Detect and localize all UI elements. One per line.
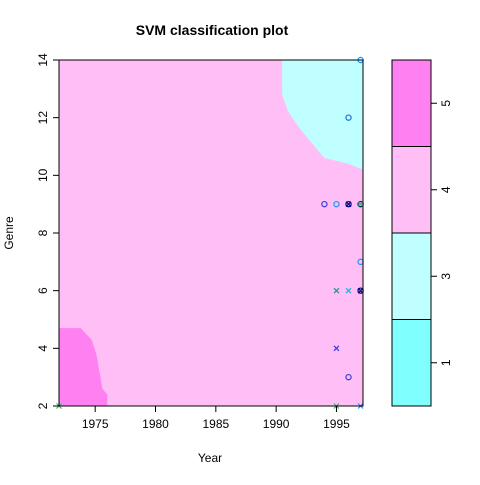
data-point-cross — [345, 201, 352, 208]
legend-label-5: 5 — [439, 100, 453, 107]
legend: 1 3 4 5 — [391, 59, 453, 407]
data-point-cross — [357, 201, 364, 208]
y-tick-label: 4 — [36, 345, 50, 352]
data-point-circle — [345, 373, 352, 381]
y-tick-label: 14 — [36, 53, 50, 67]
data-point-circle — [321, 200, 328, 208]
data-point-circle — [345, 114, 352, 121]
y-tick-label: 12 — [36, 111, 50, 125]
region-class-5 — [59, 328, 108, 406]
legend-swatch-3 — [391, 232, 432, 320]
data-point-circle — [345, 200, 352, 208]
legend-swatch-4 — [391, 146, 432, 234]
y-tick-label: 6 — [36, 287, 50, 294]
chart-title: SVM classification plot — [136, 22, 289, 38]
y-axis-label: Genre — [2, 216, 16, 250]
legend-label-1: 1 — [439, 359, 453, 366]
data-point-cross — [345, 287, 352, 294]
legend-swatch-5 — [391, 59, 432, 147]
y-tick-label: 10 — [36, 168, 50, 182]
legend-frame — [391, 59, 432, 407]
legend-label-3: 3 — [439, 273, 453, 280]
y-axis: 2 4 6 8 10 12 14 — [36, 53, 59, 409]
x-axis-label: Year — [198, 451, 222, 465]
x-tick-label: 1990 — [263, 417, 290, 431]
plot-area — [56, 56, 364, 409]
data-point-cross — [333, 345, 340, 352]
data-point-cross — [333, 287, 340, 294]
y-tick-label: 8 — [36, 229, 50, 236]
x-tick-label: 1980 — [142, 417, 169, 431]
x-tick-label: 1975 — [82, 417, 109, 431]
x-tick-label: 1985 — [202, 417, 229, 431]
data-point-circle — [333, 200, 340, 208]
legend-label-4: 4 — [439, 186, 453, 193]
legend-swatch-1 — [391, 319, 432, 407]
region-class-3 — [282, 60, 363, 170]
y-tick-label: 2 — [36, 402, 50, 409]
data-point-cross — [357, 287, 364, 294]
x-tick-label: 1995 — [323, 417, 350, 431]
x-axis: 1975 1980 1985 1990 1995 — [82, 406, 350, 431]
